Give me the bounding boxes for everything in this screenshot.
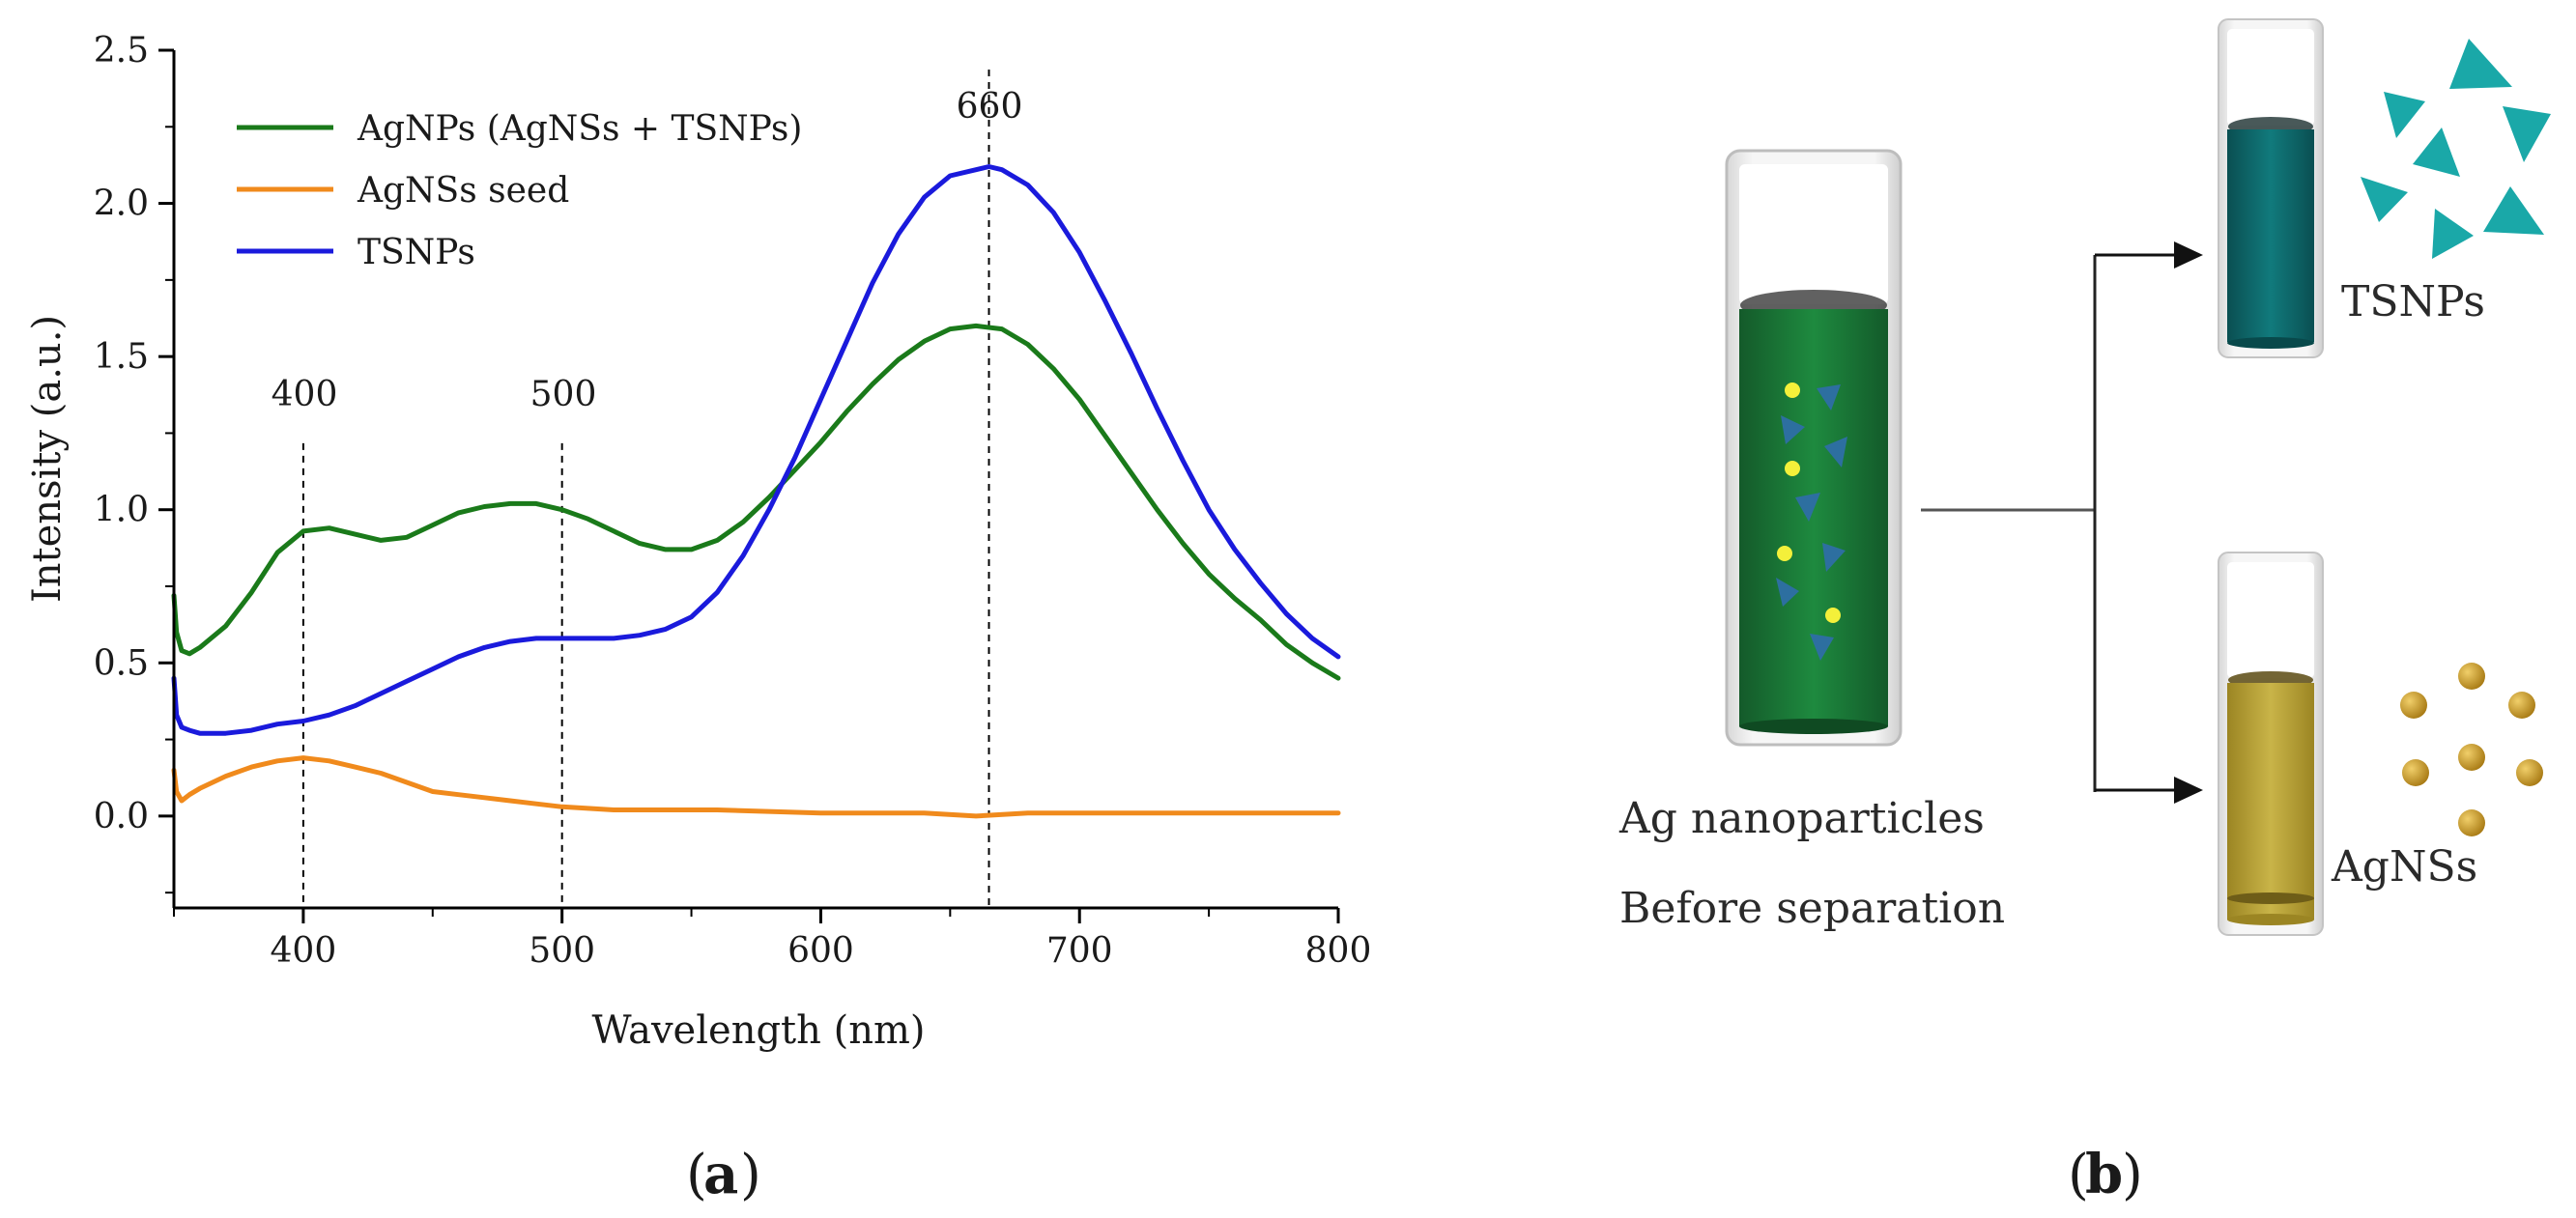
- agnss-label: AgNSs: [2331, 842, 2477, 892]
- y-tick-label: 2.5: [94, 31, 149, 71]
- sphere-particle: [2458, 809, 2485, 836]
- sphere-particle: [2458, 744, 2485, 771]
- caption-b-letter: b: [2085, 1143, 2123, 1206]
- triangle-particle: [2432, 209, 2474, 259]
- sphere-particle: [2400, 692, 2427, 719]
- series-line-agnps-agnss-tsnps: [171, 323, 1341, 681]
- y-axis-title: Intensity (a.u.): [25, 315, 70, 603]
- y-tick-label: 2.0: [94, 184, 149, 224]
- caption-a-letter: a: [703, 1143, 738, 1206]
- dot-particle: [1785, 382, 1800, 398]
- spectrum-chart: 0.0 0.5 1.0 1.5 2.0 2.5 400 500 600 700 800 Wavel…: [25, 31, 1371, 1053]
- y-tick-label: 1.0: [94, 491, 149, 530]
- tsnp-cuvette: [2218, 18, 2324, 358]
- sphere-particle: [2516, 759, 2543, 786]
- triangle-cluster: [2361, 39, 2551, 259]
- dot-particle: [1825, 608, 1841, 623]
- y-tick-label: 1.5: [94, 337, 149, 377]
- annotation-labels: 400 500 660: [272, 87, 1023, 414]
- agns-cuvette: [2218, 552, 2324, 936]
- arrow-to-tsnps: [2174, 241, 2203, 269]
- x-tick-label: 700: [1046, 931, 1113, 971]
- y-tick-label: 0.5: [94, 643, 149, 683]
- triangle-particle: [1824, 437, 1847, 467]
- mixture-particles: [1776, 382, 1847, 661]
- y-axis-ticks: 0.0 0.5 1.0 1.5 2.0 2.5: [94, 31, 174, 894]
- series-layer: [171, 164, 1341, 819]
- annotation-label-400: 400: [272, 375, 338, 414]
- dot-particle: [1785, 461, 1800, 476]
- triangle-particle: [1776, 578, 1799, 607]
- legend-label-agnss-seed: AgNSs seed: [357, 171, 569, 211]
- separation-diagram: Ag nanoparticles Before separation TSNPs: [1618, 18, 2551, 936]
- mixture-liquid: [1739, 309, 1888, 726]
- arrow-to-agnss: [2174, 777, 2203, 804]
- triangle-particle: [2413, 127, 2460, 177]
- triangle-particle: [2503, 106, 2551, 162]
- series-line-tsnps: [171, 164, 1341, 736]
- tsnp-liquid: [2227, 129, 2314, 342]
- tsnps-label: TSNPs: [2341, 277, 2485, 326]
- svg-text:(: (: [686, 1144, 707, 1206]
- legend-label-tsnps: TSNPs: [358, 233, 475, 272]
- mixture-label-line1: Ag nanoparticles: [1618, 794, 1985, 843]
- caption-a: ( a ): [686, 1143, 761, 1206]
- svg-text:): ): [2122, 1144, 2143, 1206]
- sphere-particle: [2508, 692, 2535, 719]
- sphere-particle: [2458, 663, 2485, 690]
- y-tick-label: 0.0: [94, 797, 149, 836]
- x-axis-title: Wavelength (nm): [591, 1008, 925, 1053]
- x-tick-label: 600: [787, 931, 854, 971]
- series-line-agnss-seed: [171, 755, 1341, 819]
- annotation-lines: [301, 70, 990, 908]
- svg-text:): ): [740, 1144, 761, 1206]
- triangle-particle: [1795, 493, 1820, 522]
- sphere-cluster: [2400, 663, 2543, 836]
- svg-text:(: (: [2068, 1144, 2089, 1206]
- triangle-particle: [2384, 92, 2425, 138]
- legend-label-agnps: AgNPs (AgNSs + TSNPs): [357, 109, 802, 149]
- triangle-particle: [2361, 177, 2408, 222]
- triangle-particle: [2449, 39, 2512, 89]
- sphere-particle: [2402, 759, 2429, 786]
- agns-liquid: [2227, 683, 2314, 920]
- caption-b: ( b ): [2068, 1143, 2143, 1206]
- annotation-label-660: 660: [957, 87, 1023, 127]
- mixture-label-line2: Before separation: [1619, 884, 2005, 933]
- x-tick-label: 800: [1305, 931, 1372, 971]
- triangle-particle: [2483, 186, 2544, 235]
- triangle-particle: [1817, 384, 1841, 411]
- triangle-particle: [1810, 634, 1834, 661]
- annotation-label-500: 500: [530, 375, 597, 414]
- separation-arrows: [1921, 241, 2203, 804]
- x-axis-ticks: 400 500 600 700 800: [173, 908, 1372, 971]
- x-tick-label: 400: [271, 931, 337, 971]
- triangle-particle: [1781, 415, 1805, 444]
- triangle-particle: [1822, 543, 1846, 572]
- dot-particle: [1777, 546, 1792, 561]
- legend: AgNPs (AgNSs + TSNPs) AgNSs seed TSNPs: [237, 109, 802, 272]
- mixture-cuvette: [1725, 149, 1903, 747]
- x-tick-label: 500: [529, 931, 595, 971]
